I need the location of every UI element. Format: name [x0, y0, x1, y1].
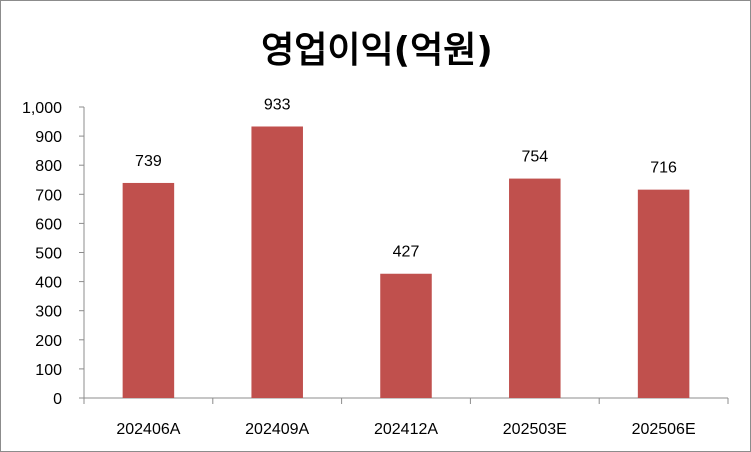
data-label-202412A: 427	[393, 244, 420, 261]
x-tick-label-202409A: 202409A	[245, 421, 309, 438]
x-tick-label-202506E: 202506E	[632, 421, 696, 438]
chart-title: 영업이익(억원)	[261, 30, 493, 71]
data-label-202506E: 716	[650, 160, 677, 177]
y-tick-label: 100	[35, 362, 62, 379]
y-axis: 0 100 200 300 400 500 600 700 800 900 1,000	[22, 100, 85, 408]
y-tick-label: 900	[35, 129, 62, 146]
y-tick-label: 500	[35, 246, 62, 263]
y-tick-label: 200	[35, 333, 62, 350]
data-labels-group: 739 933 427 754 716	[135, 96, 677, 260]
y-tick-label: 0	[53, 391, 62, 408]
bar-202406A	[122, 182, 175, 398]
y-tick-label: 800	[35, 158, 62, 175]
y-tick-label: 700	[35, 187, 62, 204]
x-tick-label-202412A: 202412A	[374, 421, 438, 438]
y-tick-label: 600	[35, 216, 62, 233]
bar-202503E	[509, 178, 561, 398]
bar-202506E	[637, 189, 690, 398]
x-tick-label-202406A: 202406A	[116, 421, 180, 438]
y-tick-label: 300	[35, 304, 62, 321]
data-label-202406A: 739	[135, 153, 162, 170]
y-tick-label: 400	[35, 275, 62, 292]
bar-202409A	[251, 126, 303, 398]
x-axis: 202406A 202409A 202412A 202503E 202506E	[83, 397, 729, 438]
y-tick-label: 1,000	[22, 100, 62, 117]
bar-202412A	[380, 273, 432, 398]
data-label-202409A: 933	[264, 96, 291, 113]
x-tick-label-202503E: 202503E	[503, 421, 567, 438]
bars-group	[122, 126, 690, 398]
data-label-202503E: 754	[521, 149, 548, 166]
